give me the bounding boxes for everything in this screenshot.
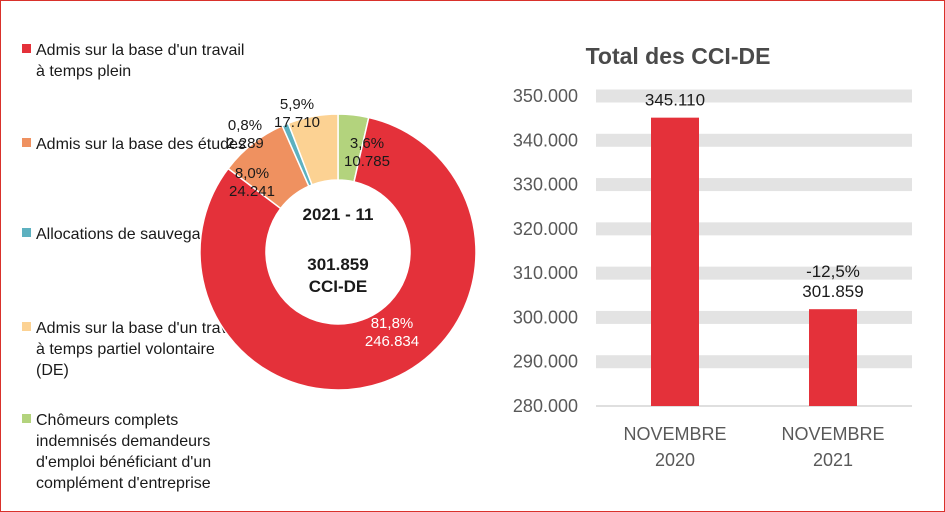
slice-value-label: 17.710: [274, 114, 320, 131]
bar: [651, 117, 699, 407]
legend-item: Admis sur la base des études: [22, 134, 246, 155]
grid-band: [596, 133, 912, 147]
grid-band: [596, 222, 912, 236]
grid-band: [596, 310, 912, 324]
slice-percent-label: 8,0%: [235, 165, 269, 182]
slice-value-label: 24.241: [229, 183, 275, 200]
grid-band: [596, 89, 912, 103]
grid-band: [596, 266, 912, 280]
donut-slice: [199, 116, 477, 391]
legend-swatch: [22, 322, 31, 331]
x-tick-label: 2020: [655, 450, 695, 470]
legend-label: Admis sur la base d'un travail à temps p…: [36, 42, 245, 80]
legend-swatch: [22, 414, 31, 423]
slice-percent-label: 3,6%: [350, 135, 384, 152]
legend-label: Admis sur la base d'un travail à temps p…: [36, 320, 245, 379]
slice-value-label: 10.785: [344, 153, 390, 170]
x-tick-label: NOVEMBRE: [781, 424, 884, 444]
bar-value-label: 301.859: [802, 282, 863, 301]
y-tick-label: 320.000: [513, 219, 578, 239]
slice-percent-label: 0,8%: [228, 117, 262, 134]
slice-percent-label: 81,8%: [371, 315, 414, 332]
y-tick-label: 290.000: [513, 352, 578, 372]
grid-band: [596, 355, 912, 369]
legend-label: Admis sur la base des études: [36, 136, 246, 153]
slice-value-label: 2.289: [226, 135, 264, 152]
bar-change-label: -12,5%: [806, 262, 860, 281]
donut-center-unit: CCI-DE: [309, 277, 368, 296]
grid-band: [596, 178, 912, 192]
legend-item: Chômeurs complets indemnisés demandeurs …: [22, 410, 246, 494]
slice-value-label: 246.834: [365, 333, 419, 350]
legend-label: Allocations de sauvegarde: [36, 226, 224, 243]
x-tick-label: NOVEMBRE: [623, 424, 726, 444]
donut-slice: [287, 113, 339, 186]
legend-label: Chômeurs complets indemnisés demandeurs …: [36, 412, 212, 492]
slice-percent-label: 5,9%: [280, 96, 314, 113]
bar-value-label: 345.110: [645, 91, 705, 110]
legend-item: Allocations de sauvegarde: [22, 224, 246, 245]
bar-chart-title: Total des CCI-DE: [586, 43, 771, 69]
y-tick-label: 310.000: [513, 263, 578, 283]
y-tick-label: 340.000: [513, 130, 578, 150]
y-tick-label: 350.000: [513, 86, 578, 106]
y-tick-label: 280.000: [513, 396, 578, 416]
y-tick-label: 330.000: [513, 175, 578, 195]
y-tick-label: 300.000: [513, 307, 578, 327]
legend-swatch: [22, 44, 31, 53]
legend-item: Admis sur la base d'un travail à temps p…: [22, 40, 246, 82]
legend-swatch: [22, 138, 31, 147]
legend-item: Admis sur la base d'un travail à temps p…: [22, 318, 246, 381]
bar: [809, 309, 857, 406]
donut-center-title: 2021 - 11: [303, 205, 374, 224]
legend-swatch: [22, 228, 31, 237]
x-tick-label: 2021: [813, 450, 853, 470]
donut-center-value: 301.859: [307, 255, 368, 274]
